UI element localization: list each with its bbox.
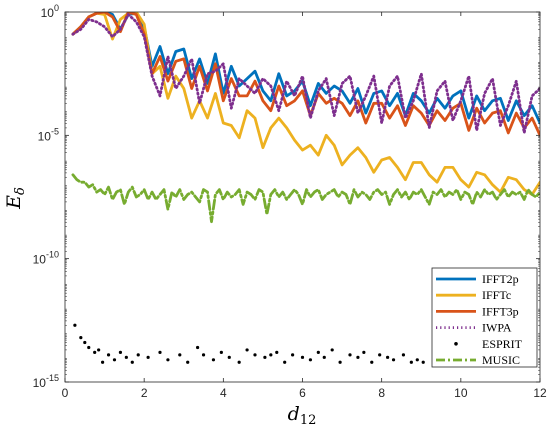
y-axis-title-main: E xyxy=(3,195,25,210)
data-point-esprit xyxy=(106,353,111,357)
data-point-esprit xyxy=(158,350,162,354)
data-point-esprit xyxy=(101,360,105,364)
data-point-esprit xyxy=(79,336,83,340)
data-point-esprit xyxy=(93,350,97,354)
data-point-esprit xyxy=(253,353,257,357)
y-tick-label: 10-10 xyxy=(33,250,59,267)
legend: IFFT2p IFFTc IFFT3p IWPA ESPRIT MUSIC xyxy=(431,267,538,368)
y-tick-label: 10-15 xyxy=(33,373,59,390)
series-line-music xyxy=(71,173,540,224)
legend-box xyxy=(431,267,538,368)
x-axis-title-main: d xyxy=(288,403,300,425)
data-point-esprit xyxy=(237,360,241,364)
data-point-esprit xyxy=(227,355,231,359)
legend-label-iwpa: IWPA xyxy=(482,321,512,335)
legend-label-ifft2p: IFFT2p xyxy=(482,272,519,286)
data-point-esprit xyxy=(356,355,360,359)
x-tick-label: 6 xyxy=(299,386,306,400)
data-point-esprit xyxy=(186,360,190,364)
y-axis-title: Eδ xyxy=(3,187,28,210)
data-point-esprit xyxy=(73,323,77,327)
data-point-esprit xyxy=(87,345,91,350)
legend-label-music: MUSIC xyxy=(482,353,520,367)
data-point-esprit xyxy=(275,350,279,354)
data-point-esprit xyxy=(421,360,425,364)
data-point-esprit xyxy=(283,360,287,364)
data-point-esprit xyxy=(196,345,200,350)
data-point-esprit xyxy=(97,348,101,352)
data-point-esprit xyxy=(263,355,267,359)
legend-label-esprit: ESPRIT xyxy=(482,337,523,351)
data-point-esprit xyxy=(316,350,320,354)
data-point-esprit xyxy=(308,358,313,362)
data-point-esprit xyxy=(378,353,382,357)
data-point-esprit xyxy=(118,350,123,354)
data-point-esprit xyxy=(291,353,295,357)
legend-marker-esprit xyxy=(454,342,458,346)
x-axis-title-sub: 12 xyxy=(300,413,317,428)
series-esprit xyxy=(73,323,425,364)
x-tick-label: 4 xyxy=(220,386,227,400)
data-point-esprit xyxy=(124,355,128,359)
data-point-esprit xyxy=(211,358,216,362)
data-point-esprit xyxy=(370,360,374,364)
series-layer xyxy=(71,12,540,364)
data-point-esprit xyxy=(401,353,406,357)
data-point-esprit xyxy=(83,340,87,345)
data-point-esprit xyxy=(245,348,249,352)
data-point-esprit xyxy=(219,350,223,354)
data-point-esprit xyxy=(166,358,170,362)
data-point-esprit xyxy=(112,358,117,362)
y-tick-label: 100 xyxy=(41,3,59,20)
x-axis-title: d12 xyxy=(288,403,317,428)
x-tick-label: 2 xyxy=(141,386,148,400)
data-point-esprit xyxy=(201,353,206,357)
data-point-esprit xyxy=(338,360,342,364)
data-point-esprit xyxy=(386,355,390,359)
legend-label-ifft3p: IFFT3p xyxy=(482,304,519,318)
legend-label-ifftc: IFFTc xyxy=(482,288,511,302)
data-point-esprit xyxy=(146,355,150,359)
tick-layer: 0 2 4 6 8 10 12 100 10-5 10-10 10-15 xyxy=(33,3,547,400)
data-point-esprit xyxy=(330,348,334,352)
data-point-esprit xyxy=(415,358,419,362)
data-point-esprit xyxy=(178,353,182,357)
y-axis-title-sub: δ xyxy=(13,187,28,195)
data-point-esprit xyxy=(409,360,413,364)
data-point-esprit xyxy=(348,353,352,357)
series-line-iwpa xyxy=(71,13,540,135)
x-tick-label: 10 xyxy=(454,386,468,400)
data-point-esprit xyxy=(362,350,366,354)
data-point-esprit xyxy=(322,355,326,359)
x-tick-label: 12 xyxy=(533,386,547,400)
x-tick-label: 8 xyxy=(378,386,385,400)
data-point-esprit xyxy=(130,360,134,364)
data-point-esprit xyxy=(391,358,396,362)
data-point-esprit xyxy=(136,353,140,357)
data-point-esprit xyxy=(300,355,305,359)
y-tick-label: 10-5 xyxy=(38,126,59,143)
x-tick-label: 0 xyxy=(62,386,69,400)
data-point-esprit xyxy=(269,353,273,357)
